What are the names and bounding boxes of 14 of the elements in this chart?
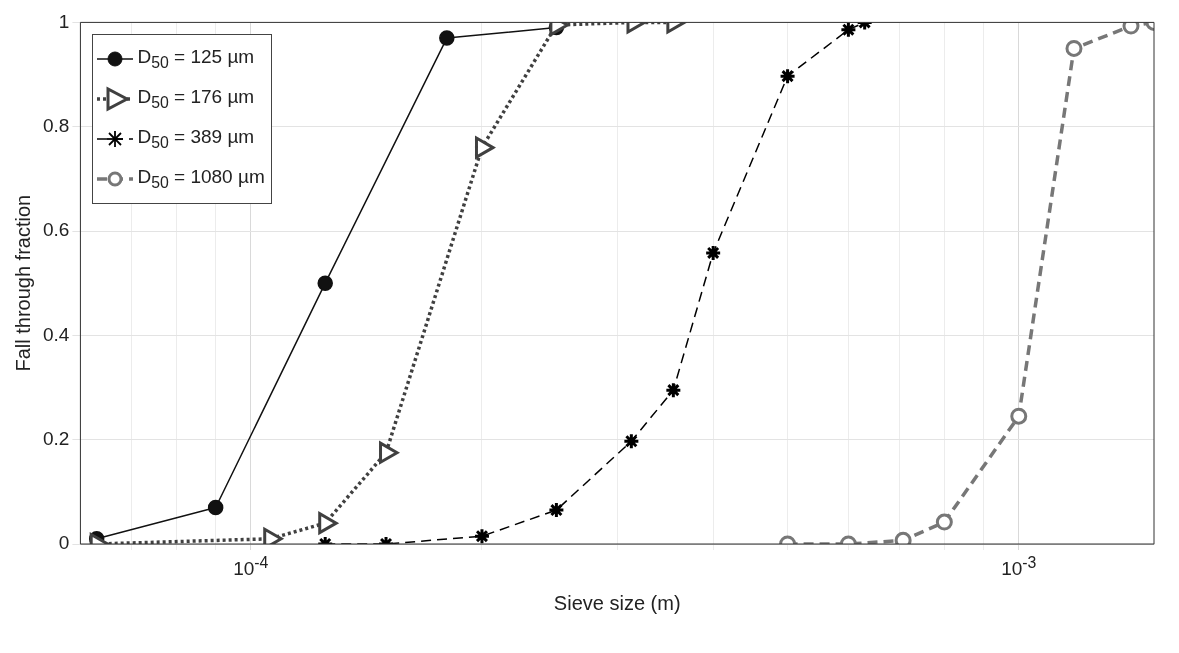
y-axis-title: Fall through fraction [11, 194, 34, 372]
x-tick-label: 10$^{-3}$ [1001, 554, 1037, 581]
y-tick-label: 0.6 [42, 219, 70, 241]
y-tick-label: 0.4 [42, 323, 70, 345]
legend-label: D$_{50}$ = 176 µm [137, 86, 255, 113]
legend-label: D$_{50}$ = 389 µm [137, 126, 255, 153]
y-tick-label: 0 [58, 532, 70, 554]
legend-label: D$_{50}$ = 125 µm [137, 46, 255, 73]
y-tick-label: 0.2 [42, 427, 70, 449]
y-tick-label: 0.8 [42, 114, 70, 136]
y-tick-label: 1 [58, 10, 70, 32]
legend-label: D$_{50}$ = 1080 µm [137, 166, 265, 193]
x-tick-label: 10$^{-4}$ [233, 554, 269, 581]
x-axis-title: Sieve size (m) [553, 592, 681, 615]
